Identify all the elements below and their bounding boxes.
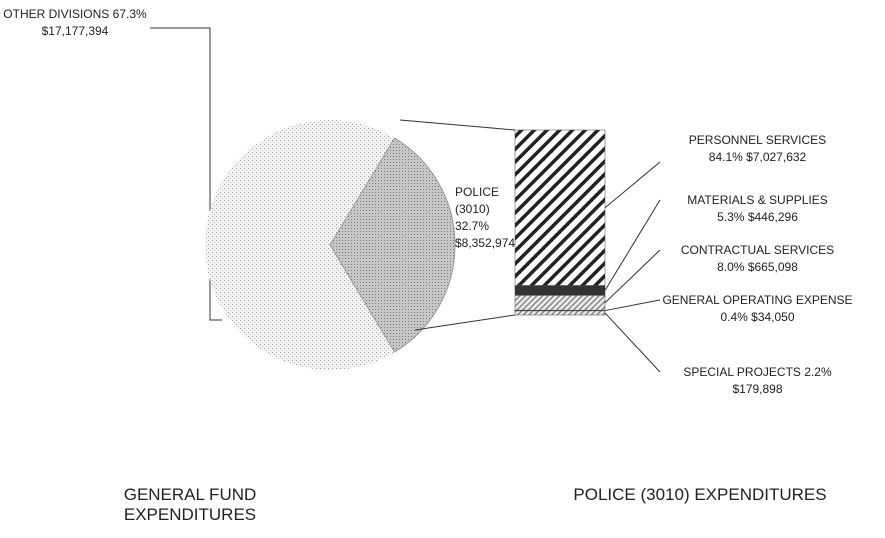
percent-label: 32.7% <box>455 219 490 233</box>
category-label: SPECIAL PROJECTS <box>683 365 801 379</box>
segment-label: CONTRACTUAL SERVICES 8.0% $665,098 <box>640 242 875 276</box>
percent-label: 67.3% <box>112 7 147 21</box>
percent-label: 84.1% <box>708 150 743 164</box>
pie-slice <box>205 120 395 370</box>
dollar-label: $8,352,974 <box>455 236 516 250</box>
leader-line <box>604 312 661 373</box>
connector-line <box>399 119 516 131</box>
pie-slice <box>329 137 456 353</box>
leader-line <box>604 199 661 291</box>
segment-label: MATERIALS & SUPPLIES 5.3% $446,296 <box>640 192 875 226</box>
slice-label: OTHER DIVISIONS 67.3% $17,177,394 <box>0 6 150 40</box>
bar-segment <box>514 129 606 286</box>
segment-label: PERSONNEL SERVICES 84.1% $7,027,632 <box>640 132 875 166</box>
title-text: GENERAL FUND EXPENDITURES <box>123 485 257 524</box>
title-text: POLICE (3010) EXPENDITURES <box>573 485 827 504</box>
leader-line <box>604 299 661 312</box>
percent-label: 2.2% <box>804 365 832 379</box>
category-label: GENERAL OPERATING EXPENSE <box>662 293 853 307</box>
chart-title: GENERAL FUND EXPENDITURES <box>60 485 320 525</box>
dollar-label: $17,177,394 <box>41 24 109 38</box>
dollar-label: $446,296 <box>747 210 798 224</box>
percent-label: 0.4% <box>720 310 748 324</box>
connector-line <box>414 314 516 331</box>
leader-line <box>604 161 661 209</box>
percent-label: 8.0% <box>717 260 745 274</box>
dollar-label: $179,898 <box>732 382 783 396</box>
chart-title: POLICE (3010) EXPENDITURES <box>535 485 865 505</box>
bar-segment <box>514 295 606 311</box>
category-label: CONTRACTUAL SERVICES <box>680 243 835 257</box>
segment-label: GENERAL OPERATING EXPENSE 0.4% $34,050 <box>640 292 875 326</box>
leader-line <box>604 249 661 304</box>
category-label: POLICE (3010) <box>455 185 500 216</box>
dollar-label: $34,050 <box>751 310 795 324</box>
slice-label: POLICE (3010) 32.7% $8,352,974 <box>455 184 517 252</box>
percent-label: 5.3% <box>717 210 745 224</box>
bar-segment <box>514 310 606 316</box>
leader-line <box>150 27 222 321</box>
dollar-label: $7,027,632 <box>746 150 807 164</box>
dollar-label: $665,098 <box>747 260 798 274</box>
category-label: OTHER DIVISIONS <box>3 7 110 21</box>
category-label: MATERIALS & SUPPLIES <box>687 193 828 207</box>
category-label: PERSONNEL SERVICES <box>688 133 827 147</box>
bar-segment <box>514 285 606 296</box>
segment-label: SPECIAL PROJECTS 2.2% $179,898 <box>640 364 875 398</box>
